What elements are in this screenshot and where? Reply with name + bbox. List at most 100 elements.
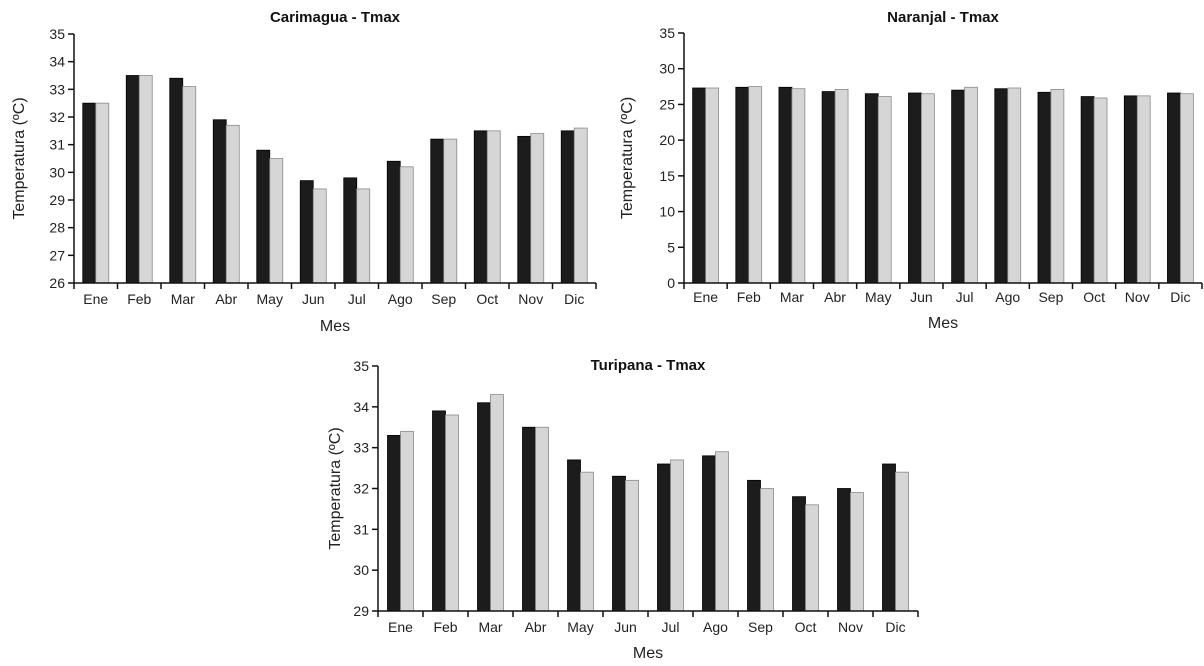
x-tick-label: Jul xyxy=(956,289,974,305)
bar-may-s1 xyxy=(567,459,581,612)
bar-dic-s1 xyxy=(560,130,575,284)
x-tick-label: Nov xyxy=(838,619,863,635)
x-tick-label: May xyxy=(257,291,283,307)
bar-sep-s1 xyxy=(747,479,761,612)
x-tick-label: Abr xyxy=(215,291,237,307)
x-tick-label: Mar xyxy=(780,289,804,305)
y-tick-label: 30 xyxy=(49,164,65,180)
bar-feb-s2 xyxy=(138,75,153,284)
x-tick-label: Jul xyxy=(348,291,366,307)
chart-title: Carimagua - Tmax xyxy=(270,9,401,26)
x-tick-label: Mar xyxy=(478,619,502,635)
y-tick-label: 33 xyxy=(49,81,65,97)
bar-oct-s1 xyxy=(473,130,488,284)
bar-ene-s1 xyxy=(387,435,401,612)
x-tick-label: Ago xyxy=(388,291,413,307)
bar-feb-s1 xyxy=(125,75,140,284)
chart-title: Naranjal - Tmax xyxy=(887,9,999,26)
bar-feb-s1 xyxy=(432,410,446,612)
bar-ene-s2 xyxy=(705,87,719,284)
y-tick-label: 32 xyxy=(49,109,65,125)
bar-ene-s1 xyxy=(82,102,97,284)
y-tick-label: 26 xyxy=(49,275,65,291)
y-tick-label: 5 xyxy=(667,239,675,255)
y-tick-label: 31 xyxy=(49,137,65,153)
bar-sep-s1 xyxy=(430,138,445,284)
bar-ago-s2 xyxy=(399,166,414,284)
x-tick-label: Jul xyxy=(662,619,680,635)
bar-jul-s2 xyxy=(356,188,371,284)
chart-naranjal: Naranjal - Tmax 0 5 10 15 20 25 30 35 Ene Feb Mar Ab… xyxy=(604,0,1204,332)
chart-title: Turipana - Tmax xyxy=(591,357,706,374)
bar-oct-s1 xyxy=(792,496,806,612)
y-tick-label: 27 xyxy=(49,247,65,263)
y-tick-label: 20 xyxy=(659,132,675,148)
x-tick-label: Abr xyxy=(824,289,846,305)
x-tick-label: Dic xyxy=(564,291,584,307)
bar-jul-s1 xyxy=(343,177,358,284)
y-tick-label: 30 xyxy=(659,61,675,77)
y-tick-label: 31 xyxy=(353,521,369,537)
chart-carimagua: Carimagua - Tmax 26 27 28 29 30 31 32 33 34 35 Ene F… xyxy=(0,0,600,340)
bar-abr-s2 xyxy=(225,124,240,284)
y-tick-label: 35 xyxy=(49,26,65,42)
bar-feb-s2 xyxy=(445,414,459,612)
bar-mar-s1 xyxy=(477,402,491,612)
bar-jun-s2 xyxy=(921,93,935,284)
x-tick-label: Dic xyxy=(1170,289,1190,305)
y-tick-label: 35 xyxy=(659,25,675,41)
bar-sep-s2 xyxy=(1050,89,1065,284)
x-tick-label: Ene xyxy=(83,291,108,307)
x-tick-label: Ene xyxy=(388,619,413,635)
bar-mar-s2 xyxy=(182,86,197,284)
bar-dic-s2 xyxy=(895,471,909,612)
bar-jun-s1 xyxy=(299,180,314,284)
bar-ago-s2 xyxy=(715,451,729,612)
bar-sep-s1 xyxy=(1037,91,1052,284)
y-tick-label: 32 xyxy=(353,481,369,497)
bar-jun-s1 xyxy=(612,475,626,612)
bar-mar-s1 xyxy=(778,86,793,284)
bar-nov-s2 xyxy=(1136,95,1151,284)
bar-ago-s1 xyxy=(994,88,1009,284)
bar-dic-s1 xyxy=(1167,92,1181,284)
chart-naranjal-svg: Naranjal - Tmax 0 5 10 15 20 25 30 35 Ene Feb Mar Ab… xyxy=(619,9,1203,332)
bar-jul-s1 xyxy=(951,89,965,284)
bar-feb-s2 xyxy=(748,86,763,284)
x-tick-label: Ene xyxy=(693,289,718,305)
x-tick-label: Oct xyxy=(795,619,817,635)
x-tick-label: Dic xyxy=(885,619,905,635)
y-tick-label: 33 xyxy=(353,440,369,456)
bar-ago-s2 xyxy=(1007,87,1022,284)
y-tick-label: 28 xyxy=(49,220,65,236)
x-tick-label: Sep xyxy=(431,291,456,307)
bar-abr-s2 xyxy=(535,426,549,612)
bar-jun-s1 xyxy=(908,92,922,284)
y-tick-label: 34 xyxy=(353,399,369,415)
x-tick-label: Abr xyxy=(525,619,547,635)
x-tick-label: May xyxy=(865,289,891,305)
bar-ene-s1 xyxy=(692,87,706,284)
bar-nov-s2 xyxy=(530,133,545,284)
y-tick-label: 30 xyxy=(353,562,369,578)
bar-jul-s2 xyxy=(670,459,684,612)
y-tick-label: 15 xyxy=(659,168,675,184)
x-tick-label: Feb xyxy=(433,619,457,635)
bar-nov-s2 xyxy=(850,492,864,612)
y-tick-label: 0 xyxy=(667,275,675,291)
bar-dic-s2 xyxy=(573,127,588,284)
x-tick-label: Jun xyxy=(302,291,325,307)
bar-oct-s2 xyxy=(1093,97,1108,284)
x-axis-label: Mes xyxy=(320,318,350,335)
bar-ene-s2 xyxy=(400,430,414,612)
bar-jul-s1 xyxy=(657,463,671,612)
bar-nov-s1 xyxy=(517,135,532,284)
bar-may-s2 xyxy=(269,158,284,284)
x-tick-label: Oct xyxy=(1083,289,1105,305)
x-tick-label: Nov xyxy=(1125,289,1150,305)
bar-ago-s1 xyxy=(386,160,401,284)
x-tick-label: Feb xyxy=(737,289,761,305)
bar-may-s2 xyxy=(580,471,594,612)
y-axis-label: Temperatura (ºC) xyxy=(327,427,344,549)
x-tick-label: Mar xyxy=(171,291,195,307)
